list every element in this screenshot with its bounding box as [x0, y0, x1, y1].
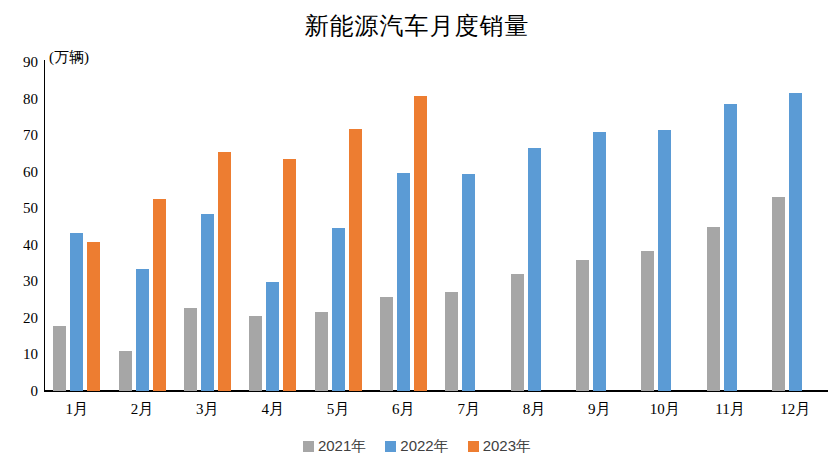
bar-2023年-6月	[414, 96, 427, 391]
bar-2021年-3月	[184, 308, 197, 391]
bar-2023年-5月	[349, 129, 362, 391]
x-axis-tick-label: 2月	[110, 400, 174, 419]
bar-2022年-12月	[789, 93, 802, 391]
bar-2022年-6月	[397, 173, 410, 391]
x-axis-tick-label: 6月	[371, 400, 435, 419]
bar-2023年-1月	[87, 242, 100, 391]
y-axis-tick-label: 80	[0, 90, 38, 108]
legend-swatch-icon	[468, 441, 479, 452]
bar-2021年-9月	[576, 260, 589, 391]
bar-2022年-2月	[136, 269, 149, 391]
y-axis-tick-label: 30	[0, 272, 38, 290]
x-axis-tick-label: 1月	[45, 400, 109, 419]
legend-swatch-icon	[303, 441, 314, 452]
bar-2021年-6月	[380, 297, 393, 391]
legend-swatch-icon	[385, 441, 396, 452]
bar-2021年-12月	[772, 197, 785, 391]
x-axis-tick-label: 12月	[763, 400, 827, 419]
x-axis-tick-label: 11月	[698, 400, 762, 419]
legend-label: 2022年	[400, 437, 448, 456]
nev-monthly-sales-chart: 新能源汽车月度销量 (万辆) 0 10 20 30 40 50 60 70 80 90 1月2月3…	[0, 0, 834, 465]
legend-label: 2021年	[318, 437, 366, 456]
x-axis-tick-label: 5月	[306, 400, 370, 419]
bar-2022年-5月	[332, 228, 345, 391]
bar-2023年-2月	[153, 199, 166, 391]
bar-2023年-4月	[283, 159, 296, 391]
bar-2021年-8月	[511, 274, 524, 391]
y-axis-line	[44, 60, 45, 391]
bar-2021年-5月	[315, 312, 328, 391]
chart-title: 新能源汽车月度销量	[0, 10, 834, 42]
x-axis-tick-label: 9月	[567, 400, 631, 419]
legend-label: 2023年	[483, 437, 531, 456]
y-axis-tick-label: 60	[0, 163, 38, 181]
bar-2022年-4月	[266, 282, 279, 391]
bar-2021年-11月	[707, 227, 720, 392]
y-axis-tick-label: 0	[0, 382, 38, 400]
y-axis-tick-label: 50	[0, 199, 38, 217]
x-axis-tick-label: 7月	[437, 400, 501, 419]
bar-2022年-7月	[462, 174, 475, 391]
y-axis-unit-label: (万辆)	[49, 48, 89, 67]
bar-2022年-3月	[201, 214, 214, 391]
y-axis-tick-label: 90	[0, 53, 38, 71]
x-axis-tick-label: 10月	[633, 400, 697, 419]
legend: 2021年 2022年 2023年	[0, 437, 834, 456]
y-axis-tick-label: 70	[0, 126, 38, 144]
bar-2021年-2月	[119, 351, 132, 391]
x-axis-tick-label: 4月	[241, 400, 305, 419]
bar-2021年-1月	[53, 326, 66, 391]
x-axis-tick-label: 8月	[502, 400, 566, 419]
bar-2022年-9月	[593, 132, 606, 391]
bar-2021年-10月	[641, 251, 654, 391]
bar-2022年-8月	[528, 148, 541, 391]
bar-2021年-4月	[249, 316, 262, 391]
legend-item-2021年: 2021年	[303, 437, 366, 456]
x-axis-tick-label: 3月	[175, 400, 239, 419]
bar-2022年-10月	[658, 130, 671, 391]
bar-2021年-7月	[445, 292, 458, 391]
bar-2023年-3月	[218, 152, 231, 391]
legend-item-2022年: 2022年	[385, 437, 448, 456]
bar-2022年-1月	[70, 233, 83, 391]
y-axis-tick-label: 40	[0, 236, 38, 254]
y-axis-tick-label: 20	[0, 309, 38, 327]
legend-item-2023年: 2023年	[468, 437, 531, 456]
bar-2022年-11月	[724, 104, 737, 391]
y-axis-tick-label: 10	[0, 345, 38, 363]
